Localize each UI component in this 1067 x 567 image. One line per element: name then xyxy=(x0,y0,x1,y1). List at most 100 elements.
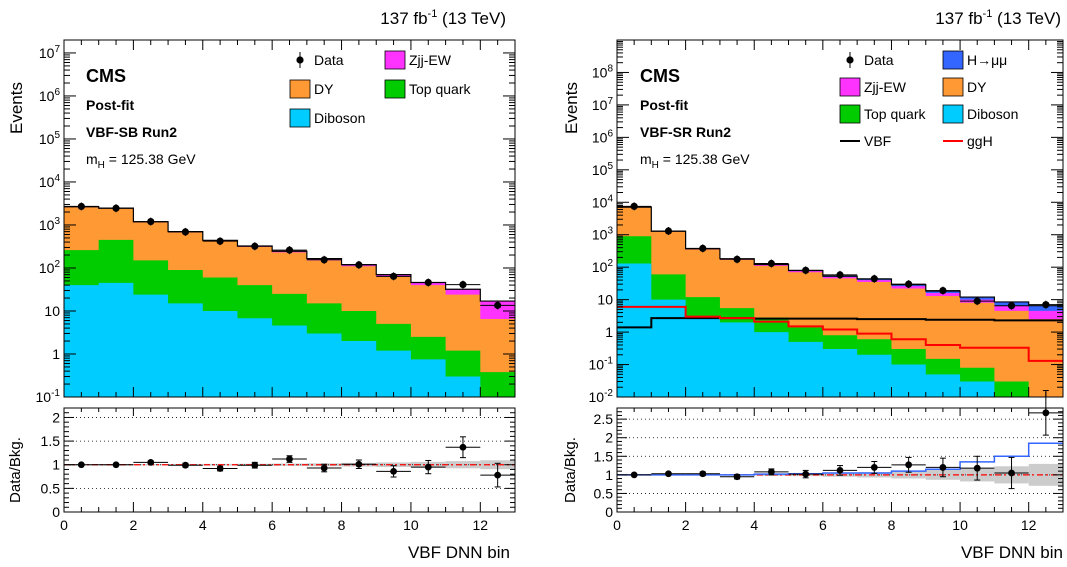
left-status-label: Post-fit xyxy=(86,97,135,113)
legend-label: Data xyxy=(314,52,344,68)
data-point xyxy=(112,204,120,212)
legend-item-top-quark: Top quark xyxy=(839,104,926,124)
y-tick-label: 105 xyxy=(39,130,61,147)
legend-label: ggH xyxy=(967,133,993,149)
legend-item-zjj-ew: Zjj-EW xyxy=(384,50,452,70)
ratio-y-tick-label: 0 xyxy=(605,504,613,520)
legend-swatch xyxy=(839,104,861,124)
ratio-point xyxy=(216,465,224,472)
right-experiment-label: CMS xyxy=(640,66,680,86)
y-tick-label: 1 xyxy=(605,324,613,340)
legend-label: Zjj-EW xyxy=(409,52,452,68)
ratio-point xyxy=(147,458,155,466)
legend-label: H→μμ xyxy=(967,52,1007,68)
ratio-y-tick-label: 1 xyxy=(605,467,613,483)
ratio-point xyxy=(733,473,741,481)
data-point xyxy=(355,261,363,269)
left-experiment-label: CMS xyxy=(86,66,126,86)
right-status-label: Post-fit xyxy=(640,97,689,113)
legend-swatch xyxy=(942,104,964,124)
y-tick-label: 10-2 xyxy=(589,388,614,405)
data-point xyxy=(216,237,224,245)
y-tick-label: 107 xyxy=(39,44,61,61)
ratio-point xyxy=(665,470,672,478)
data-point xyxy=(1042,301,1050,309)
x-tick-label: 8 xyxy=(338,517,346,533)
ratio-point xyxy=(802,470,810,478)
legend-marker xyxy=(296,56,304,64)
left-lumi-label: 137 fb-1 (13 TeV) xyxy=(380,8,506,28)
ratio-y-tick-label: 1 xyxy=(52,457,60,473)
left-mass-label: mH = 125.38 GeV xyxy=(86,151,196,171)
x-tick-label: 6 xyxy=(819,517,827,533)
y-tick-label: 10 xyxy=(597,292,613,308)
legend-item-diboson: Diboson xyxy=(289,108,365,128)
x-tick-label: 12 xyxy=(1021,517,1037,533)
ratio-point xyxy=(390,467,397,475)
data-point xyxy=(320,256,328,264)
x-tick-label: 6 xyxy=(268,517,276,533)
chart-panel-1: 10-210-111010210310410510610710800.511.5… xyxy=(589,39,1064,533)
x-tick-label: 8 xyxy=(888,517,896,533)
left-ylabel: Events xyxy=(7,82,26,134)
ratio-point xyxy=(320,464,328,472)
legend-label: VBF xyxy=(864,133,891,149)
y-tick-label: 105 xyxy=(592,161,614,178)
ratio-y-tick-label: 2.5 xyxy=(594,411,614,427)
data-point xyxy=(905,280,913,288)
right-panel: 137 fb-1 (13 TeV) Events Data/Bkg. VBF D… xyxy=(562,8,1063,562)
legend-swatch xyxy=(942,77,964,97)
y-tick-label: 103 xyxy=(39,216,61,233)
legend-label: Top quark xyxy=(864,106,926,122)
y-tick-label: 104 xyxy=(39,173,61,190)
legend-item-zjj-ew: Zjj-EW xyxy=(839,77,907,97)
ratio-y-tick-label: 2 xyxy=(52,409,60,425)
data-point xyxy=(147,217,155,226)
right-xlabel: VBF DNN bin xyxy=(961,543,1063,562)
data-point xyxy=(836,271,844,279)
ratio-point xyxy=(77,461,85,469)
legend-swatch xyxy=(384,79,406,99)
legend-item-vbf: VBF xyxy=(840,133,891,149)
chart-panel-0: 10-1 1 10 102 103 104 105 106 107 0 0.5 1 1.5 2 0 2 4 6 8 1… xyxy=(36,39,516,533)
data-point xyxy=(802,266,810,274)
legend-swatch xyxy=(839,77,861,97)
data-point xyxy=(459,281,467,289)
data-point xyxy=(1007,302,1016,310)
y-tick-label: 107 xyxy=(592,96,614,113)
legend-item-ggh: ggH xyxy=(943,133,993,149)
legend-label: DY xyxy=(314,81,334,97)
legend-swatch xyxy=(289,79,311,99)
data-point xyxy=(77,202,85,211)
legend-label: Diboson xyxy=(314,110,365,126)
data-point xyxy=(767,259,775,268)
legend-label: Diboson xyxy=(967,106,1018,122)
legend-item-diboson: Diboson xyxy=(942,104,1018,124)
ratio-point xyxy=(1008,469,1015,477)
ratio-point xyxy=(459,443,467,451)
x-tick-label: 10 xyxy=(403,517,419,533)
ratio-y-tick-label: 2 xyxy=(605,430,613,446)
y-tick-label: 102 xyxy=(592,258,614,275)
data-point xyxy=(181,228,190,236)
left-ratio-ylabel: Data/Bkg. xyxy=(7,437,24,503)
x-tick-label: 0 xyxy=(60,517,68,533)
left-xlabel: VBF DNN bin xyxy=(408,543,510,562)
x-tick-label: 0 xyxy=(613,517,621,533)
y-tick-label: 108 xyxy=(592,63,614,80)
ratio-point xyxy=(973,464,981,472)
ratio-point xyxy=(836,467,844,474)
y-tick-label: 1 xyxy=(52,346,60,362)
ratio-y-tick-label: 0.5 xyxy=(41,480,61,496)
ratio-point xyxy=(1042,409,1050,417)
y-tick-label: 10-1 xyxy=(36,388,61,405)
ratio-point xyxy=(112,461,120,469)
right-legend: Data H→μμ Zjj-EW DY Top quark Diboson VBF ggH xyxy=(839,50,1018,149)
y-tick-label: 106 xyxy=(39,87,61,104)
data-point xyxy=(973,297,981,305)
right-lumi-label: 137 fb-1 (13 TeV) xyxy=(935,8,1061,28)
stack-diboson xyxy=(617,263,1063,397)
ratio-point xyxy=(630,471,638,479)
ratio-point xyxy=(767,468,775,476)
